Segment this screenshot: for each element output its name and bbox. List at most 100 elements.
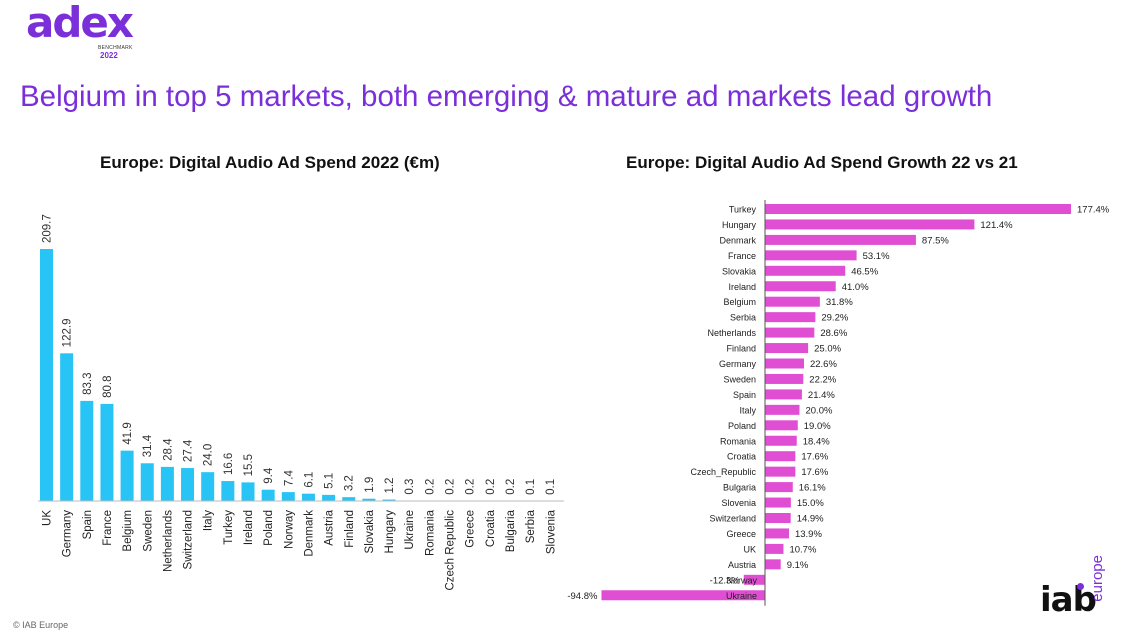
growth-value-label-13: 20.0% — [805, 405, 832, 416]
spend-category-label-2: Spain — [82, 510, 94, 539]
iab-logo-dot — [1077, 583, 1084, 590]
spend-category-label-4: Belgium — [122, 510, 134, 552]
growth-category-label-11: Sweden — [723, 374, 756, 384]
adex-logo-text: adex — [26, 0, 134, 47]
growth-category-label-19: Slovenia — [721, 498, 756, 508]
growth-category-label-16: Croatia — [727, 452, 756, 462]
iab-logo-subtitle: europe — [1089, 555, 1106, 602]
spend-value-label-7: 27.4 — [183, 439, 195, 462]
growth-value-label-18: 16.1% — [799, 483, 826, 494]
spend-bar-17 — [382, 499, 396, 501]
growth-bar-3 — [765, 250, 857, 261]
growth-bar-24 — [743, 574, 765, 585]
growth-value-label-0: 177.4% — [1077, 205, 1110, 216]
growth-bar-4 — [765, 265, 846, 276]
spend-bar-0 — [40, 249, 53, 501]
spend-value-label-0: 209.7 — [42, 214, 54, 243]
growth-bar-18 — [765, 482, 793, 493]
spend-category-label-19: Romania — [424, 509, 436, 556]
spend-category-label-22: Croatia — [485, 509, 497, 547]
growth-value-label-12: 21.4% — [808, 390, 835, 401]
spend-bar-1 — [60, 353, 74, 501]
iab-europe-logo: iab europe — [1040, 555, 1120, 630]
spend-value-label-25: 0.1 — [545, 479, 557, 495]
spend-value-label-18: 0.3 — [404, 479, 416, 495]
growth-bar-14 — [765, 420, 798, 431]
spend-value-label-1: 122.9 — [62, 319, 74, 348]
growth-bar-15 — [765, 435, 797, 446]
spend-category-label-9: Turkey — [223, 510, 235, 545]
spend-bar-4 — [120, 450, 134, 501]
growth-chart-title: Europe: Digital Audio Ad Spend Growth 22… — [626, 153, 1018, 172]
growth-category-label-17: Czech_Republic — [690, 467, 756, 477]
spend-value-label-9: 16.6 — [223, 453, 235, 475]
spend-category-label-15: Finland — [344, 510, 356, 548]
spend-value-label-13: 6.1 — [303, 472, 315, 488]
growth-category-label-1: Hungary — [722, 220, 757, 230]
growth-bar-9 — [765, 343, 809, 354]
growth-category-label-10: Germany — [719, 359, 757, 369]
growth-category-label-12: Spain — [733, 390, 756, 400]
growth-value-label-23: 9.1% — [787, 560, 809, 571]
growth-value-label-21: 13.9% — [795, 529, 822, 540]
spend-bar-7 — [181, 468, 195, 501]
spend-value-label-11: 9.4 — [263, 467, 275, 484]
spend-value-label-15: 3.2 — [344, 475, 356, 491]
growth-value-label-9: 25.0% — [814, 344, 841, 355]
spend-category-label-11: Poland — [263, 510, 275, 546]
growth-value-label-1: 121.4% — [980, 220, 1013, 231]
spend-category-label-0: UK — [42, 510, 54, 526]
spend-value-label-17: 1.2 — [384, 478, 396, 494]
growth-category-label-25: Ukraine — [726, 591, 757, 601]
spend-category-label-24: Serbia — [525, 509, 537, 543]
spend-bar-13 — [301, 493, 315, 501]
spend-bar-3 — [100, 403, 114, 501]
spend-bar-10 — [241, 482, 255, 501]
adex-logo-subtitle: BENCHMARK — [98, 45, 133, 51]
growth-category-label-24: Norway — [726, 575, 757, 585]
growth-value-label-16: 17.6% — [801, 452, 828, 463]
growth-bar-12 — [765, 389, 802, 400]
spend-category-label-20: Czech Republic — [445, 510, 457, 591]
growth-category-label-23: Austria — [728, 560, 756, 570]
spend-category-label-17: Hungary — [384, 510, 396, 554]
growth-category-label-2: Denmark — [719, 235, 756, 245]
growth-value-label-10: 22.6% — [810, 359, 837, 370]
growth-bar-21 — [765, 528, 789, 539]
growth-category-label-14: Poland — [728, 421, 756, 431]
growth-bar-10 — [765, 358, 804, 369]
spend-category-label-12: Norway — [283, 510, 295, 549]
growth-bar-23 — [765, 559, 781, 570]
growth-bar-0 — [765, 204, 1071, 214]
growth-bar-20 — [765, 513, 791, 523]
growth-value-label-17: 17.6% — [801, 467, 828, 478]
copyright-footer: © IAB Europe — [13, 620, 69, 630]
spend-category-label-25: Slovenia — [545, 509, 557, 554]
growth-value-label-4: 46.5% — [851, 266, 878, 277]
spend-value-label-16: 1.9 — [364, 477, 376, 493]
growth-category-label-7: Serbia — [730, 313, 756, 323]
spend-bar-11 — [261, 489, 275, 501]
spend-category-label-14: Austria — [324, 509, 336, 545]
spend-value-label-22: 0.2 — [485, 479, 497, 495]
growth-value-label-24: -12.3% — [710, 575, 741, 586]
spend-value-label-12: 7.4 — [283, 470, 295, 487]
spend-value-label-19: 0.2 — [424, 479, 436, 495]
growth-value-label-11: 22.2% — [809, 374, 836, 385]
growth-bar-19 — [765, 497, 791, 508]
spend-value-label-20: 0.2 — [445, 479, 457, 495]
spend-category-label-3: France — [102, 510, 114, 546]
growth-bar-17 — [765, 466, 796, 477]
growth-value-label-20: 14.9% — [797, 514, 824, 525]
growth-value-label-2: 87.5% — [922, 235, 949, 246]
spend-category-label-6: Netherlands — [162, 510, 174, 572]
spend-category-label-5: Sweden — [142, 510, 154, 552]
spend-value-label-10: 15.5 — [243, 454, 255, 476]
growth-category-label-3: France — [728, 251, 756, 261]
growth-bar-6 — [765, 296, 820, 307]
growth-category-label-18: Bulgaria — [723, 483, 756, 493]
spend-value-label-2: 83.3 — [82, 373, 94, 395]
growth-value-label-3: 53.1% — [863, 251, 890, 262]
spend-category-label-1: Germany — [62, 510, 74, 558]
